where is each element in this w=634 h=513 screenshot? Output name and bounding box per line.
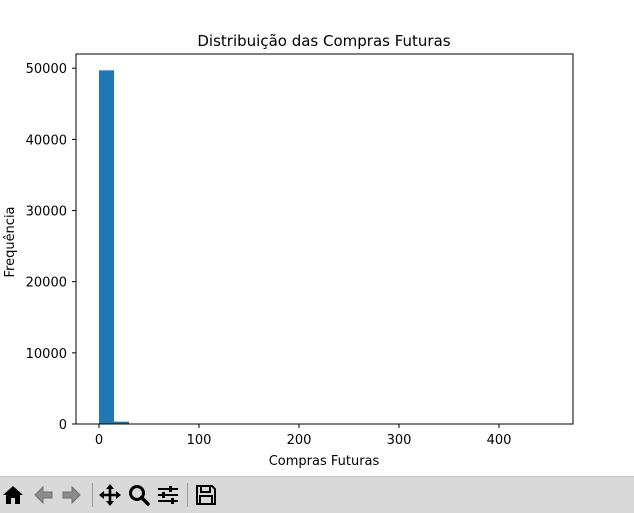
figure-canvas: Distribuição das Compras Futuras 0 100 200… bbox=[3, 32, 574, 469]
y-axis-label: Frequência bbox=[3, 206, 18, 277]
save-icon bbox=[196, 485, 216, 505]
bars-group bbox=[99, 70, 129, 424]
save-button[interactable] bbox=[193, 482, 219, 508]
back-arrow-icon bbox=[34, 485, 53, 505]
y-tick-label: 50000 bbox=[26, 62, 67, 77]
y-tick-label: 10000 bbox=[26, 347, 67, 362]
configure-subplots-icon bbox=[158, 486, 178, 504]
back-button[interactable] bbox=[30, 482, 56, 508]
zoom-button[interactable] bbox=[126, 482, 152, 508]
zoom-icon bbox=[129, 485, 150, 506]
y-tick-label: 30000 bbox=[26, 205, 67, 220]
histogram-chart: Distribuição das Compras Futuras 0 100 200… bbox=[3, 32, 574, 469]
home-button[interactable] bbox=[0, 482, 26, 508]
pan-icon bbox=[99, 484, 121, 506]
x-tick-label: 300 bbox=[387, 433, 412, 448]
histogram-bar-1 bbox=[114, 421, 129, 424]
x-tick-label: 400 bbox=[487, 433, 512, 448]
x-tick-label: 0 bbox=[95, 433, 103, 448]
configure-subplots-button[interactable] bbox=[155, 482, 181, 508]
y-axis-ticks: 0 10000 20000 30000 40000 50000 bbox=[26, 62, 76, 433]
home-icon bbox=[3, 486, 23, 504]
y-tick-label: 20000 bbox=[26, 276, 67, 291]
x-axis-ticks: 0 100 200 300 400 bbox=[95, 424, 512, 448]
y-tick-label: 0 bbox=[59, 418, 67, 433]
pan-button[interactable] bbox=[97, 482, 123, 508]
chart-title: Distribuição das Compras Futuras bbox=[197, 32, 450, 50]
histogram-bar-0 bbox=[99, 70, 114, 424]
toolbar-separator bbox=[92, 483, 93, 507]
x-tick-label: 200 bbox=[287, 433, 312, 448]
forward-button[interactable] bbox=[59, 482, 85, 508]
forward-arrow-icon bbox=[62, 485, 81, 505]
y-tick-label: 40000 bbox=[26, 133, 67, 148]
axes-frame bbox=[75, 53, 574, 425]
navigation-toolbar bbox=[0, 476, 634, 513]
x-tick-label: 100 bbox=[187, 433, 212, 448]
toolbar-separator bbox=[187, 483, 188, 507]
x-axis-label: Compras Futuras bbox=[269, 454, 380, 469]
